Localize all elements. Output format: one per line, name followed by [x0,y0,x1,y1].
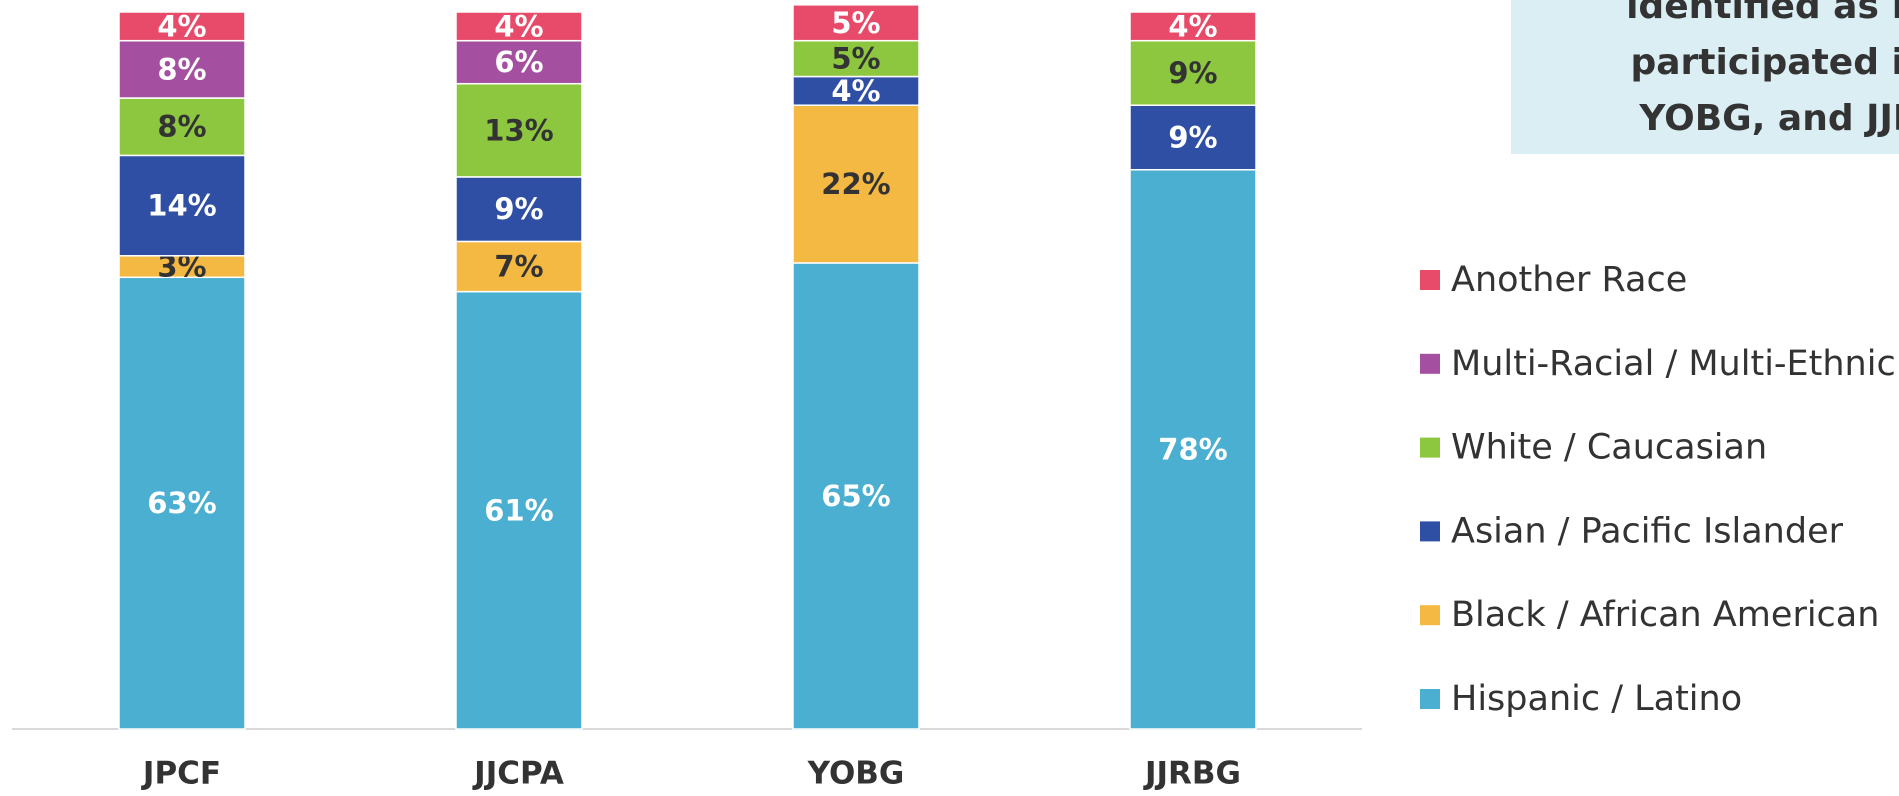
data-label: 9% [494,192,543,226]
data-label: 5% [831,42,880,76]
data-label: 14% [147,189,216,223]
data-label: 4% [157,9,206,43]
annotation-text: participated in [1630,42,1899,83]
legend-swatch [1420,270,1440,290]
bar-segment [118,39,246,99]
bar-segment [118,154,246,257]
data-label: 9% [1168,56,1217,90]
data-label: 8% [157,110,206,144]
legend-label: Another Race [1451,260,1687,300]
data-label: 63% [147,486,216,520]
x-tick-label: JJCPA [472,756,564,792]
legend-label: Black / African American [1451,595,1879,635]
bar-segment [118,97,246,157]
data-label: 65% [821,479,890,513]
bar-segment [118,276,246,730]
bar-segment [1129,168,1257,730]
bar-segment [118,11,246,42]
bar-segment [792,104,920,264]
data-label: 6% [494,45,543,79]
annotation-box [1511,0,1899,154]
bar-segment [455,176,583,243]
legend-swatch [1420,437,1440,458]
legend-label: Multi-Racial / Multi-Ethnic [1451,344,1896,384]
legend-swatch [1420,605,1440,626]
data-label: 8% [157,52,206,86]
data-label: 13% [484,113,553,147]
data-label: 5% [831,6,880,40]
data-label: 9% [1168,120,1217,154]
data-label: 4% [831,74,880,108]
legend-label: Asian / Pacific Islander [1451,511,1844,551]
legend-label: White / Caucasian [1451,428,1767,468]
x-tick-label: JPCF [141,756,221,792]
data-label: 61% [484,493,553,527]
bar-segment [455,11,583,42]
annotation-text: identified as Hi [1626,0,1899,27]
bar-segment [455,39,583,85]
legend-swatch [1420,689,1440,709]
data-label: 4% [494,9,543,43]
bar-segment [1129,11,1257,42]
bar-segment [792,4,920,42]
bar-segment [455,290,583,730]
legend-swatch [1420,521,1440,542]
legend-swatch [1420,353,1440,374]
data-label: 4% [1168,9,1217,43]
annotation-text: YOBG, and JJR [1638,98,1899,139]
bar-segment [792,262,920,730]
bar-segment [455,82,583,178]
data-label: 78% [1158,432,1227,466]
data-label: 22% [821,167,890,201]
x-tick-label: JJRBG [1143,756,1241,792]
bar-segment [455,240,583,293]
data-label: 7% [494,250,543,284]
x-tick-label: YOBG [807,756,905,792]
legend-label: Hispanic / Latino [1451,679,1742,719]
